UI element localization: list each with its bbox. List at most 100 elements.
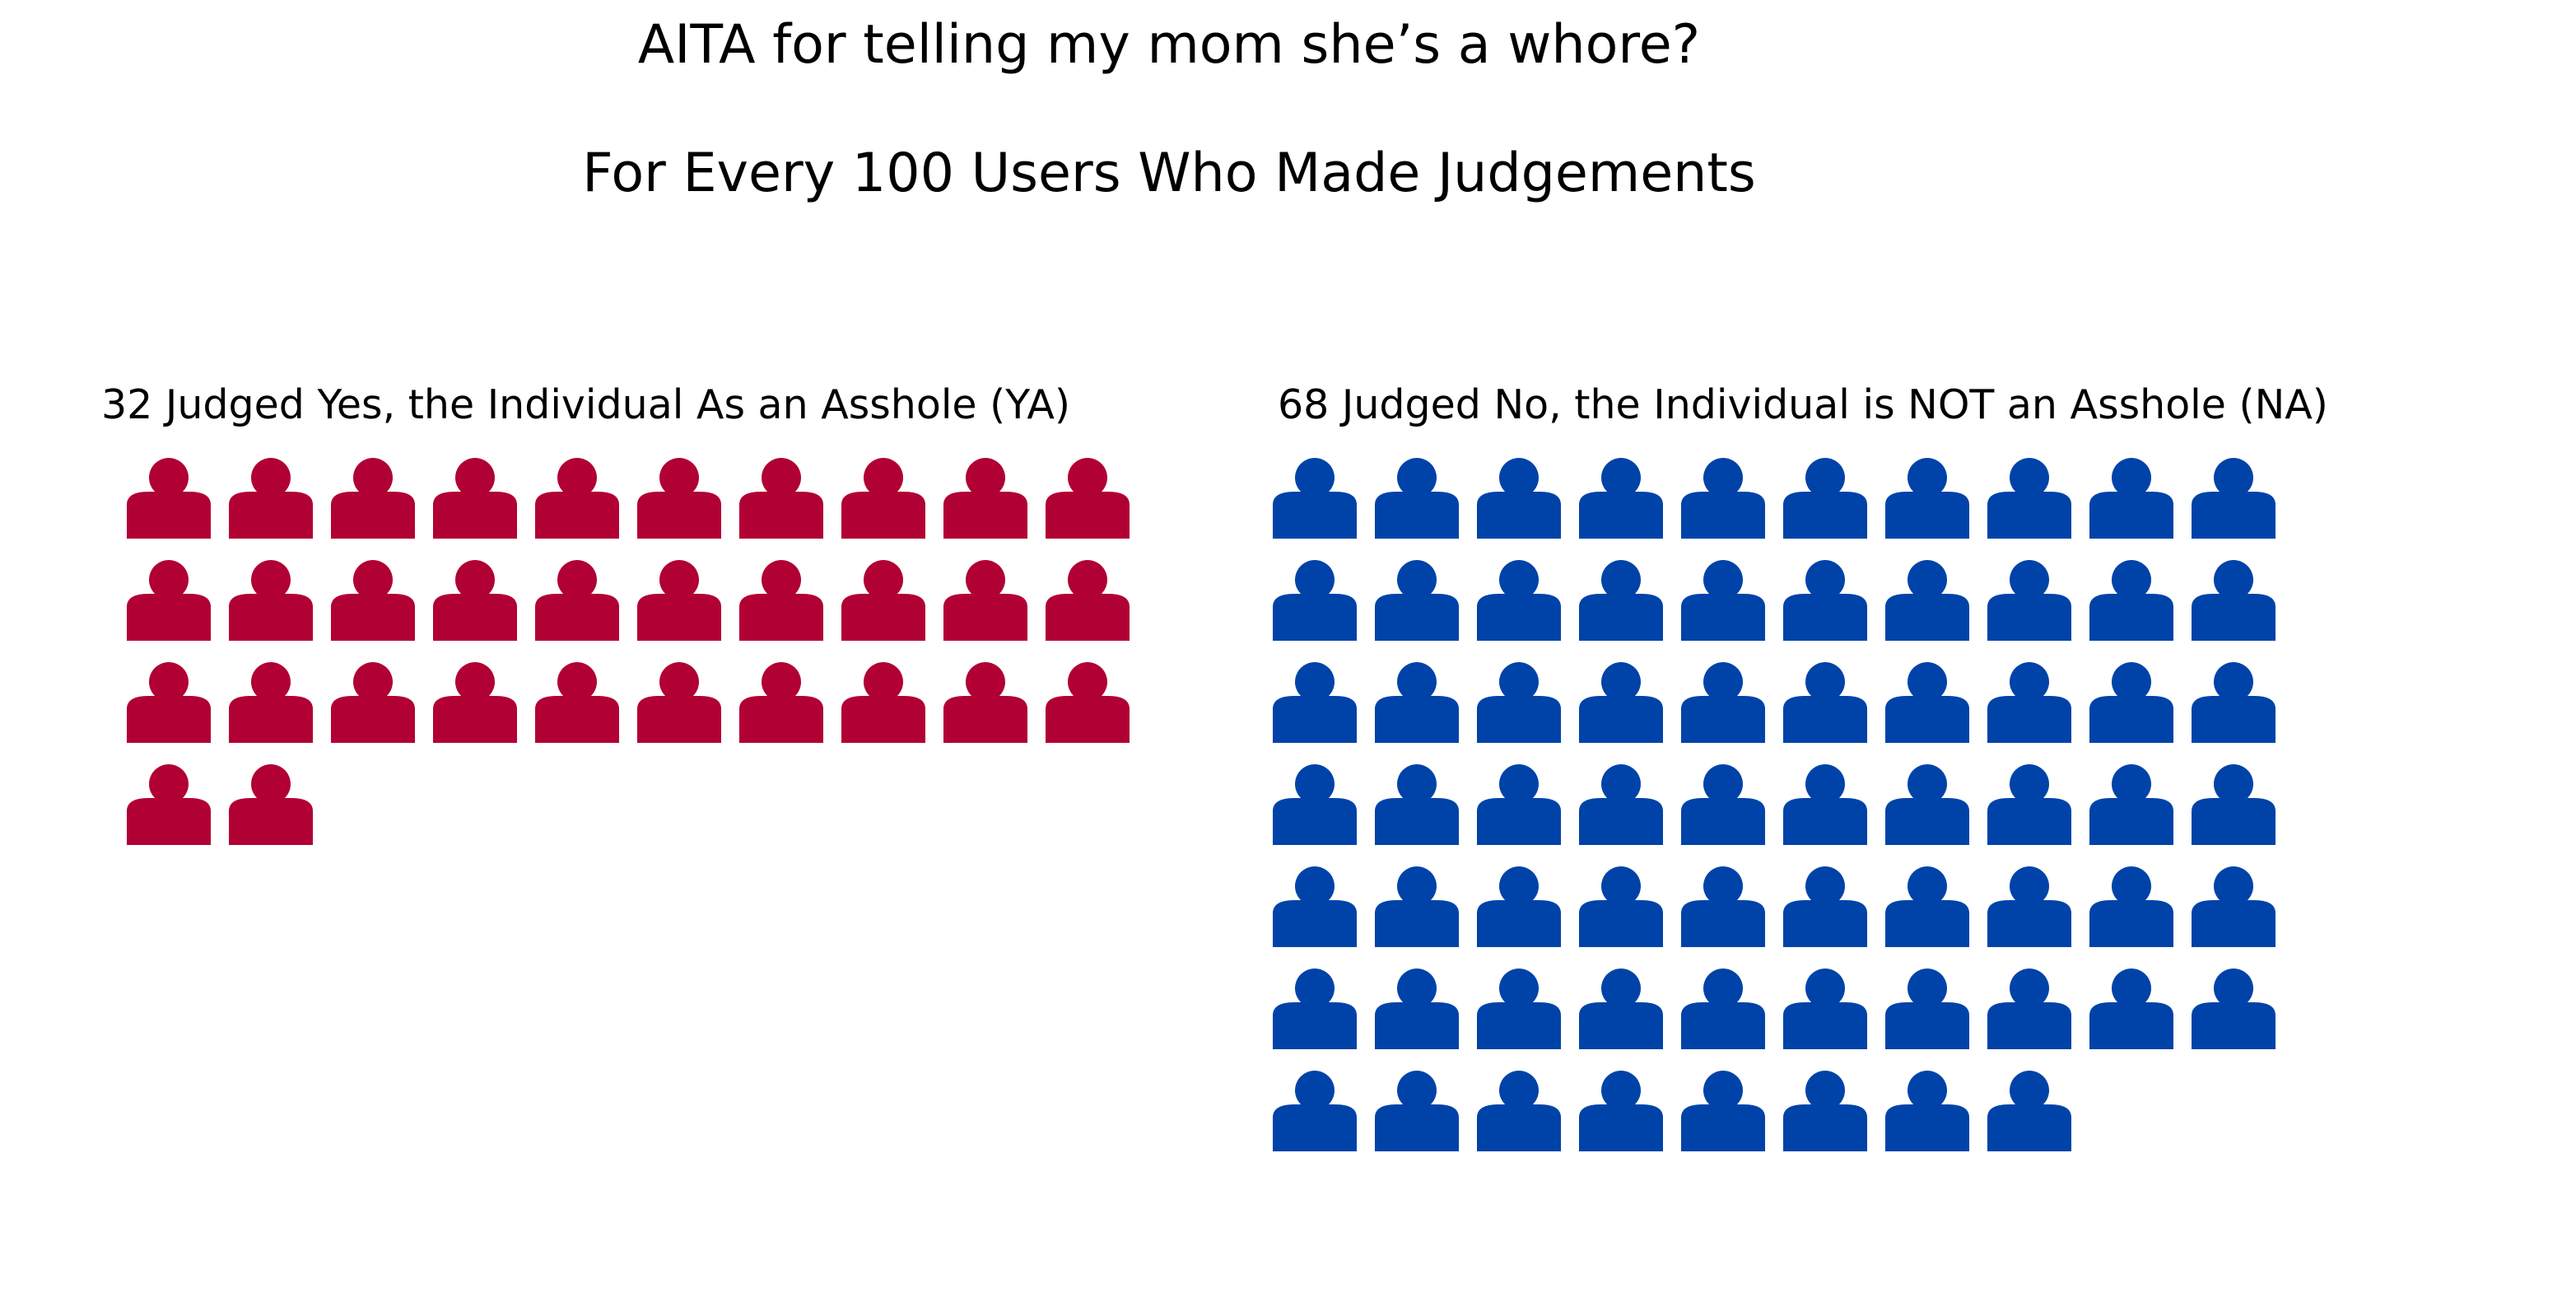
- person-icon-ya: [637, 662, 721, 743]
- person-icon-na: [1783, 458, 1867, 539]
- person-icon-ya: [739, 458, 823, 539]
- person-icon-na: [1273, 662, 1357, 743]
- person-icon-ya: [943, 458, 1027, 539]
- panel-ya-icons: [127, 458, 1130, 845]
- person-icon-na: [1885, 662, 1969, 743]
- person-icon-ya: [535, 560, 619, 641]
- person-icon-ya: [331, 662, 415, 743]
- person-icon-ya: [331, 458, 415, 539]
- person-icon-ya: [1046, 560, 1130, 641]
- person-icon-na: [1375, 969, 1459, 1049]
- person-icon-na: [1579, 560, 1663, 641]
- panel-label-na: 68 Judged No, the Individual is NOT an A…: [1278, 381, 2328, 428]
- person-icon-ya: [127, 764, 211, 845]
- person-icon-na: [1375, 764, 1459, 845]
- person-icon-ya: [943, 662, 1027, 743]
- person-icon-na: [1681, 560, 1765, 641]
- person-icon-na: [2089, 969, 2173, 1049]
- person-icon-na: [1885, 866, 1969, 947]
- person-icon-ya: [841, 662, 925, 743]
- person-icon-na: [1885, 458, 1969, 539]
- person-icon-ya: [229, 458, 313, 539]
- person-icon-ya: [331, 560, 415, 641]
- person-icon-ya: [229, 560, 313, 641]
- person-icon-ya: [127, 662, 211, 743]
- panel-na-icons: [1273, 458, 2276, 1151]
- person-icon-ya: [433, 458, 517, 539]
- chart-title: AITA for telling my mom she’s a whore?: [637, 14, 1701, 76]
- person-icon-na: [1375, 866, 1459, 947]
- person-icon-ya: [535, 662, 619, 743]
- chart-subtitle: For Every 100 Users Who Made Judgements: [582, 142, 1756, 204]
- person-icon-na: [1477, 764, 1561, 845]
- person-icon-na: [1579, 969, 1663, 1049]
- person-icon-na: [1783, 662, 1867, 743]
- person-icon-na: [1987, 866, 2071, 947]
- person-icon-na: [1885, 560, 1969, 641]
- person-icon-na: [1579, 866, 1663, 947]
- person-icon-na: [1477, 866, 1561, 947]
- person-icon-ya: [535, 458, 619, 539]
- person-icon-na: [1783, 764, 1867, 845]
- person-icon-ya: [841, 458, 925, 539]
- person-icon-ya: [637, 458, 721, 539]
- person-icon-na: [2192, 458, 2276, 539]
- person-icon-na: [1273, 560, 1357, 641]
- person-icon-na: [1987, 662, 2071, 743]
- person-icon-na: [1783, 560, 1867, 641]
- person-icon-ya: [229, 764, 313, 845]
- person-icon-na: [1375, 560, 1459, 641]
- person-icon-na: [1987, 969, 2071, 1049]
- person-icon-na: [1477, 458, 1561, 539]
- person-icon-na: [1477, 560, 1561, 641]
- person-icon-na: [1273, 458, 1357, 539]
- person-icon-na: [1681, 1071, 1765, 1151]
- person-icon-na: [1783, 969, 1867, 1049]
- person-icon-na: [2192, 969, 2276, 1049]
- person-icon-na: [1681, 764, 1765, 845]
- person-icon-na: [2089, 662, 2173, 743]
- person-icon-ya: [433, 560, 517, 641]
- person-icon-na: [1783, 866, 1867, 947]
- panel-label-ya: 32 Judged Yes, the Individual As an Assh…: [101, 381, 1071, 428]
- person-icon-na: [1477, 662, 1561, 743]
- person-icon-na: [1579, 458, 1663, 539]
- person-icon-na: [1375, 458, 1459, 539]
- person-icon-na: [1579, 662, 1663, 743]
- person-icon-na: [1579, 764, 1663, 845]
- person-icon-na: [1579, 1071, 1663, 1151]
- person-icon-ya: [1046, 662, 1130, 743]
- person-icon-na: [2192, 560, 2276, 641]
- person-icon-na: [1885, 1071, 1969, 1151]
- person-icon-na: [1885, 969, 1969, 1049]
- person-icon-ya: [943, 560, 1027, 641]
- person-icon-na: [1987, 458, 2071, 539]
- person-icon-ya: [739, 662, 823, 743]
- person-icon-na: [2089, 866, 2173, 947]
- person-icon-na: [1681, 458, 1765, 539]
- person-icon-na: [1987, 1071, 2071, 1151]
- person-icon-na: [1477, 969, 1561, 1049]
- person-icon-na: [1375, 1071, 1459, 1151]
- person-icon-na: [1477, 1071, 1561, 1151]
- person-icon-ya: [433, 662, 517, 743]
- person-icon-ya: [1046, 458, 1130, 539]
- person-icon-na: [2192, 662, 2276, 743]
- person-icon-na: [2192, 764, 2276, 845]
- person-icon-na: [2192, 866, 2276, 947]
- person-icon-na: [1273, 1071, 1357, 1151]
- person-icon-na: [1273, 866, 1357, 947]
- person-icon-na: [1783, 1071, 1867, 1151]
- person-icon-ya: [637, 560, 721, 641]
- person-icon-na: [2089, 458, 2173, 539]
- person-icon-ya: [127, 560, 211, 641]
- person-icon-na: [1273, 969, 1357, 1049]
- person-icon-na: [1681, 662, 1765, 743]
- person-icon-na: [2089, 764, 2173, 845]
- person-icon-ya: [127, 458, 211, 539]
- person-icon-na: [1681, 969, 1765, 1049]
- person-icon-na: [1885, 764, 1969, 845]
- person-icon-na: [2089, 560, 2173, 641]
- person-icon-ya: [739, 560, 823, 641]
